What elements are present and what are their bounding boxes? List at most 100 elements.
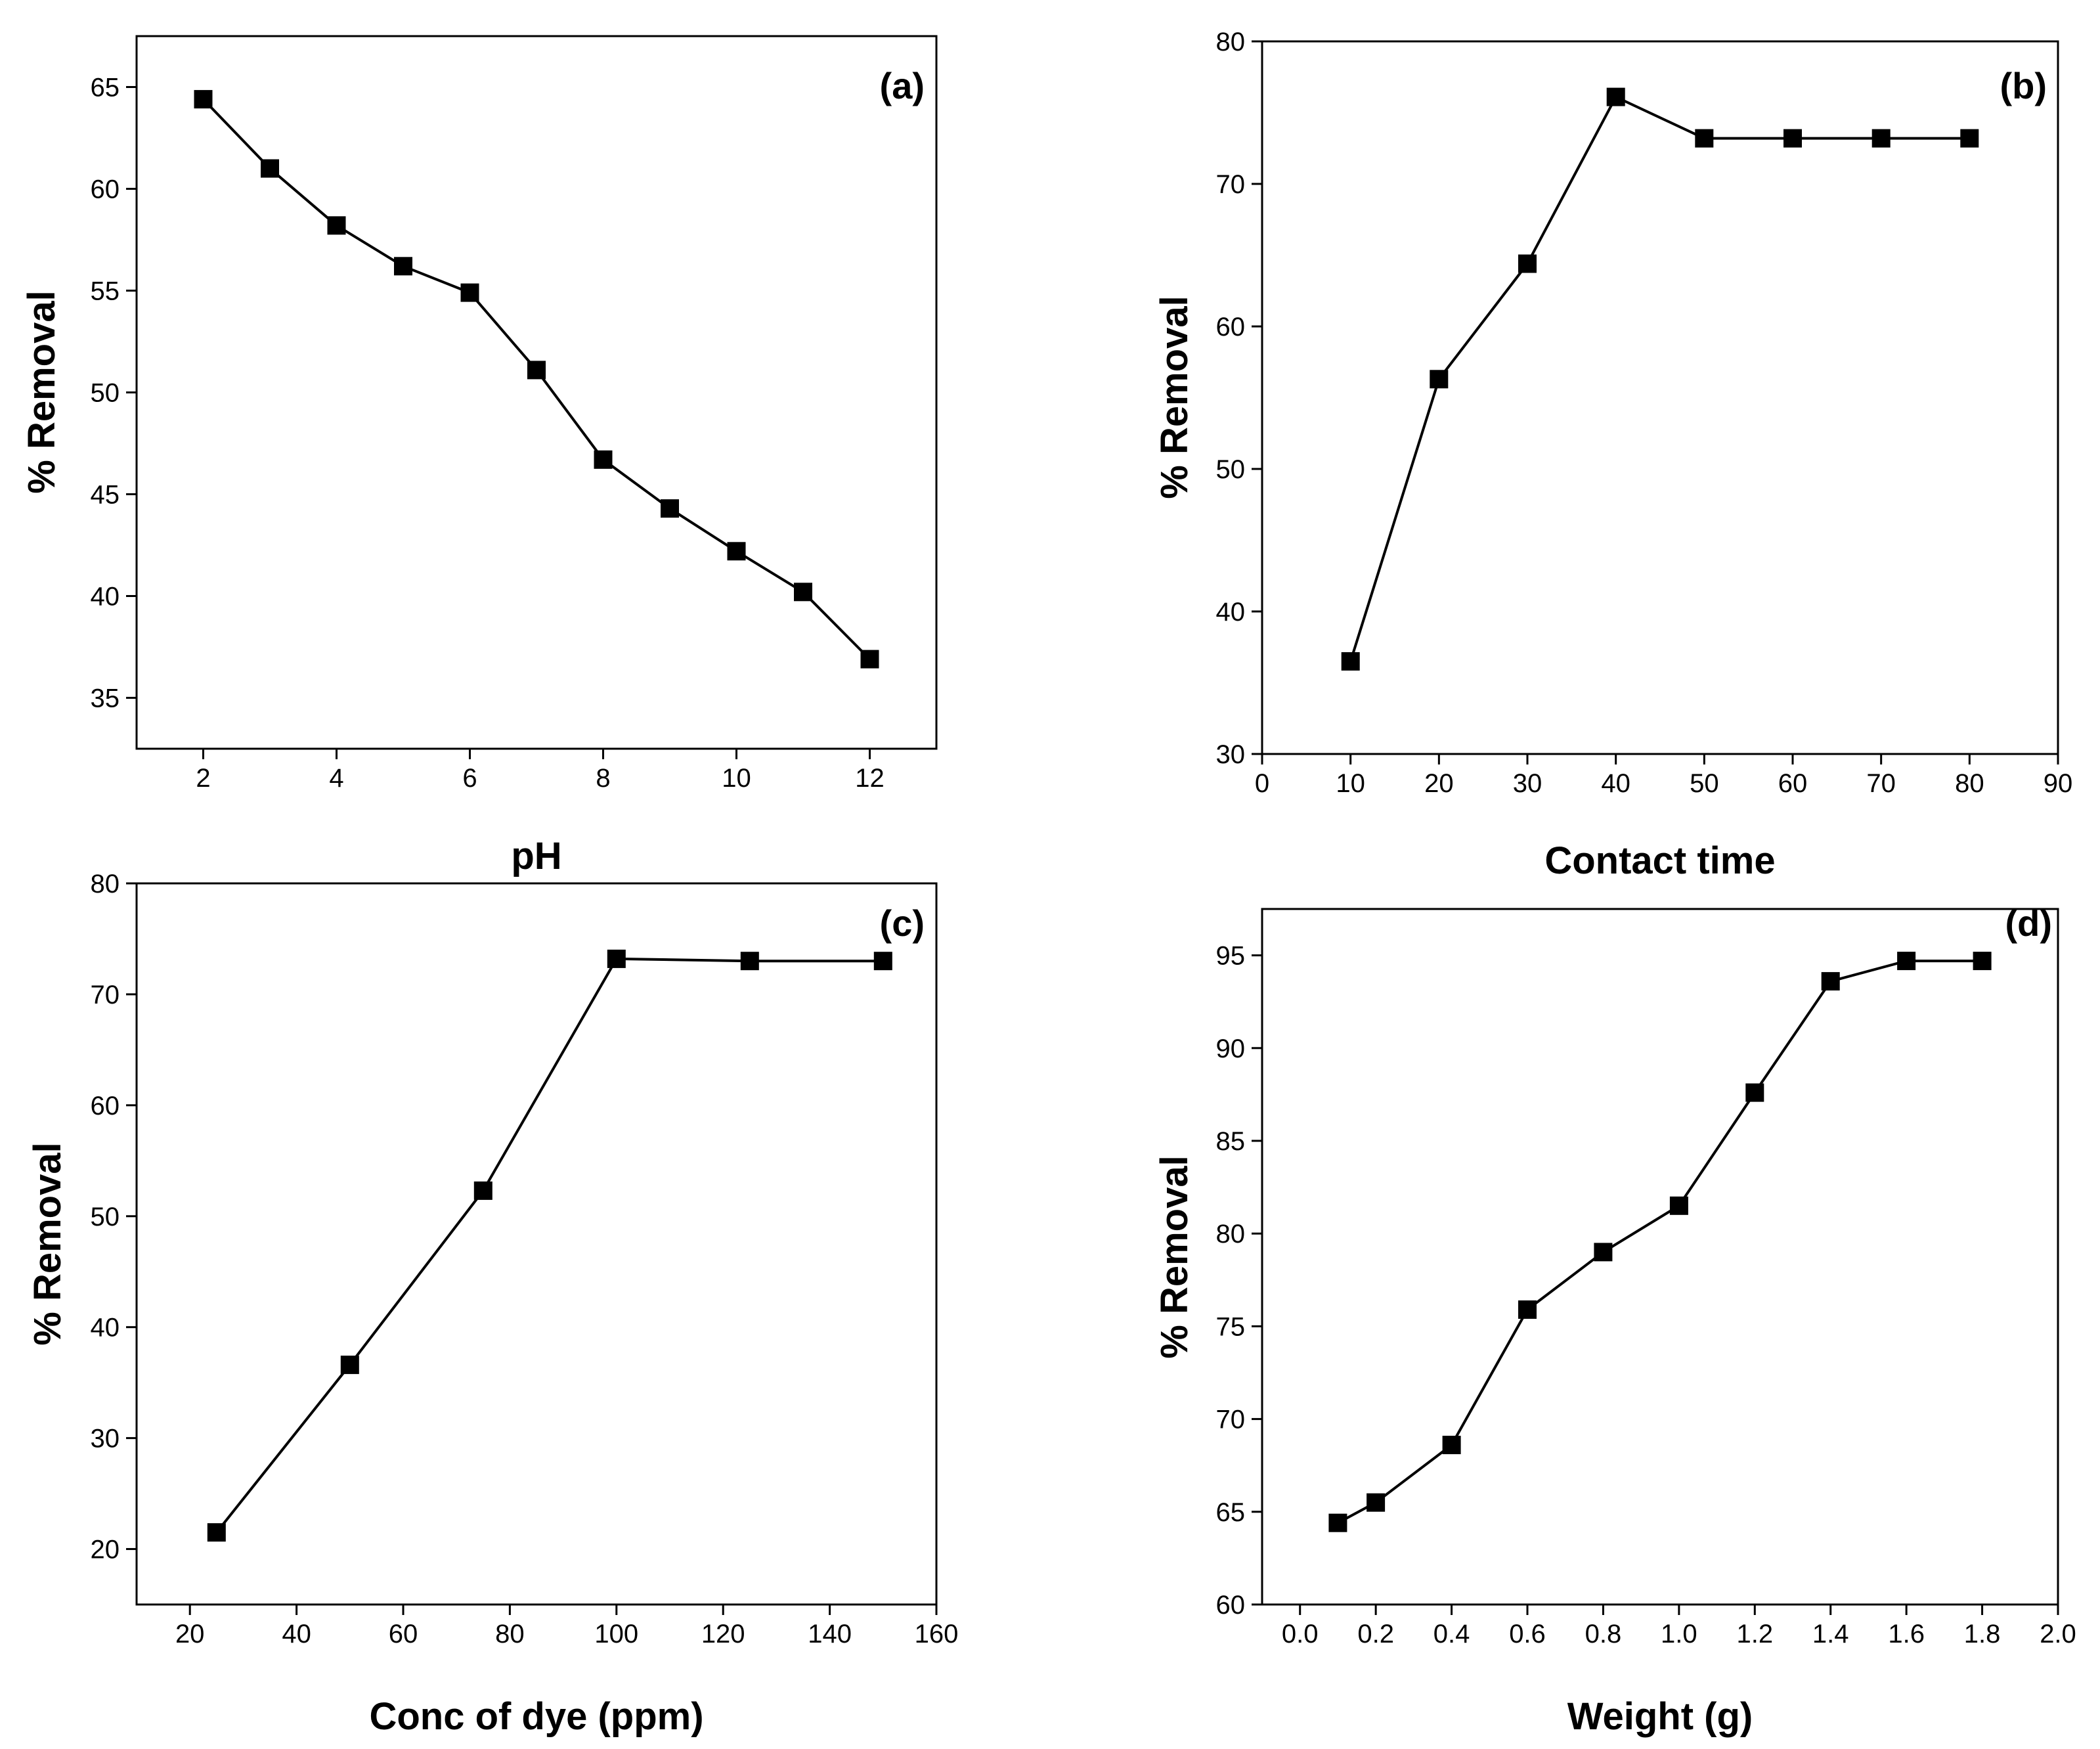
- panel-b-y-tick-label: 50: [1216, 455, 1246, 484]
- panel-d-data-point: [1367, 1493, 1386, 1512]
- panel-b-data-point: [1341, 652, 1360, 671]
- panel-b-x-tick-label: 40: [1601, 769, 1630, 798]
- panel-a-data-point: [527, 361, 546, 380]
- panel-c-x-axis-title: Conc of dye (ppm): [369, 1695, 703, 1738]
- panel-a-x-tick-label: 10: [722, 764, 751, 793]
- panel-c-x-tick-label: 40: [282, 1620, 311, 1649]
- panel-d-x-ticks: 0.0 0.2 0.4 0.6 0.8 1.0 1.2 1.4 1.6 1.8 2.0: [1282, 1605, 2076, 1649]
- panel-b-y-tick-label: 40: [1216, 598, 1246, 627]
- panel-c-x-tick-label: 60: [389, 1620, 418, 1649]
- panel-a-y-tick-label: 40: [91, 583, 120, 611]
- panel-d-y-ticks: 60 65 70 75 80 85 90 95: [1216, 942, 1262, 1620]
- panel-d-x-tick-label: 0.2: [1357, 1620, 1394, 1649]
- panel-a-y-tick-label: 35: [91, 684, 120, 713]
- panel-d-y-tick-label: 80: [1216, 1220, 1246, 1249]
- panel-a: 2 4 6 8 10 12 35 40 45 50 55 60 65 (a) pH % Removal: [20, 35, 938, 877]
- panel-d-y-axis-title: % Removal: [1153, 1155, 1196, 1358]
- panel-a-y-ticks: 35 40 45 50 55 60 65: [91, 74, 137, 713]
- panel-a-x-axis-title: pH: [511, 835, 561, 877]
- panel-d-data-point: [1745, 1083, 1764, 1102]
- panel-c-y-tick-label: 80: [91, 870, 120, 898]
- panel-b-data-point: [1783, 129, 1802, 148]
- panel-b-x-tick-label: 0: [1255, 769, 1269, 798]
- panel-b-x-tick-label: 50: [1690, 769, 1719, 798]
- panel-b-markers: [1341, 87, 1979, 671]
- panel-d-frame: [1261, 908, 2059, 1606]
- panel-a-x-tick-label: 6: [462, 764, 477, 793]
- panel-c-x-tick-label: 160: [915, 1620, 959, 1649]
- panel-a-label: (a): [880, 65, 925, 106]
- panel-d-x-tick-label: 1.4: [1812, 1620, 1849, 1649]
- panel-d-x-axis-title: Weight (g): [1567, 1695, 1753, 1738]
- panel-b-x-tick-label: 90: [2044, 769, 2073, 798]
- panel-d-y-tick-label: 90: [1216, 1034, 1246, 1063]
- panel-a-data-point: [661, 499, 679, 518]
- panel-d: 0.0 0.2 0.4 0.6 0.8 1.0 1.2 1.4 1.6 1.8 2.0 60 65 70…: [1153, 902, 2076, 1738]
- panel-d-y-tick-label: 75: [1216, 1312, 1246, 1341]
- panel-d-x-tick-label: 0.0: [1282, 1620, 1319, 1649]
- panel-d-data-point: [1442, 1436, 1461, 1455]
- panel-d-data-point: [1594, 1243, 1613, 1262]
- panel-c-data-point: [740, 952, 759, 971]
- panel-a-y-tick-label: 45: [91, 481, 120, 510]
- panel-c-label: (c): [880, 902, 925, 944]
- panel-c-data-point: [340, 1356, 359, 1375]
- panel-a-y-tick-label: 50: [91, 379, 120, 408]
- panel-b-x-axis-title: Contact time: [1544, 839, 1775, 882]
- panel-a-markers: [194, 90, 879, 669]
- panel-c-x-tick-label: 120: [701, 1620, 745, 1649]
- panel-a-y-tick-label: 65: [91, 74, 120, 102]
- panel-d-x-tick-label: 2.0: [2040, 1620, 2076, 1649]
- panel-c-x-tick-label: 100: [594, 1620, 638, 1649]
- panel-c-data-point: [873, 952, 892, 971]
- panel-b-data-point: [1960, 129, 1979, 148]
- panel-c-x-tick-label: 20: [175, 1620, 205, 1649]
- panel-b-x-tick-label: 10: [1336, 769, 1365, 798]
- panel-a-y-tick-label: 60: [91, 175, 120, 204]
- panel-c-data-point: [207, 1523, 226, 1542]
- panel-d-x-tick-label: 0.4: [1433, 1620, 1470, 1649]
- panel-a-y-tick-label: 55: [91, 277, 120, 306]
- panel-d-series-line: [1337, 960, 1982, 1524]
- panel-b-data-point: [1871, 129, 1891, 148]
- panel-d-x-tick-label: 1.0: [1661, 1620, 1697, 1649]
- panel-d-y-tick-label: 85: [1216, 1127, 1246, 1156]
- panel-a-data-point: [261, 159, 279, 178]
- panel-c-y-tick-label: 20: [91, 1536, 120, 1564]
- panel-b: 0 10 20 30 40 50 60 70 80 90 30 40 50 60 70 80 (b) Con…: [1153, 28, 2072, 882]
- panel-c-y-tick-label: 50: [91, 1203, 120, 1231]
- panel-b-series-line: [1349, 95, 1970, 662]
- panel-b-y-tick-label: 60: [1216, 313, 1246, 342]
- panel-b-y-axis-title: % Removal: [1153, 296, 1196, 498]
- panel-c-y-tick-label: 40: [91, 1314, 120, 1342]
- panel-b-x-tick-label: 60: [1778, 769, 1808, 798]
- panel-b-x-tick-label: 30: [1513, 769, 1542, 798]
- panel-a-data-point: [194, 90, 213, 109]
- panel-c-x-tick-label: 140: [808, 1620, 852, 1649]
- panel-d-data-point: [1897, 952, 1916, 971]
- panel-c-markers: [207, 949, 892, 1542]
- panel-d-x-tick-label: 0.8: [1585, 1620, 1622, 1649]
- panel-b-y-ticks: 30 40 50 60 70 80: [1216, 28, 1262, 769]
- panel-c-y-ticks: 20 30 40 50 60 70 80: [91, 870, 137, 1564]
- panel-b-x-ticks: 0 10 20 30 40 50 60 70 80 90: [1255, 754, 2072, 798]
- panel-c-y-tick-label: 70: [91, 981, 120, 1009]
- panel-c-data-point: [473, 1181, 492, 1200]
- panel-d-x-tick-label: 1.6: [1888, 1620, 1925, 1649]
- panel-b-label: (b): [2000, 65, 2047, 106]
- panel-d-y-tick-label: 70: [1216, 1406, 1246, 1434]
- panel-b-data-point: [1518, 254, 1537, 273]
- panel-c-x-tick-label: 80: [495, 1620, 525, 1649]
- panel-d-markers: [1328, 952, 1992, 1532]
- panel-a-x-ticks: 2 4 6 8 10 12: [196, 749, 885, 793]
- panel-c-x-ticks: 20 40 60 80 100 120 140 160: [175, 1605, 958, 1649]
- panel-a-y-axis-title: % Removal: [20, 290, 63, 493]
- panel-b-data-point: [1695, 129, 1714, 148]
- panel-c-y-axis-title: % Removal: [26, 1142, 69, 1345]
- panel-b-x-tick-label: 80: [1955, 769, 1984, 798]
- panel-d-x-tick-label: 1.8: [1964, 1620, 2001, 1649]
- panel-d-x-tick-label: 1.2: [1736, 1620, 1773, 1649]
- panel-d-data-point: [1518, 1300, 1537, 1319]
